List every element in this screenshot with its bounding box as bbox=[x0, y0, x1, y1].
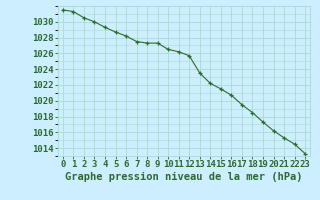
X-axis label: Graphe pression niveau de la mer (hPa): Graphe pression niveau de la mer (hPa) bbox=[65, 172, 303, 182]
